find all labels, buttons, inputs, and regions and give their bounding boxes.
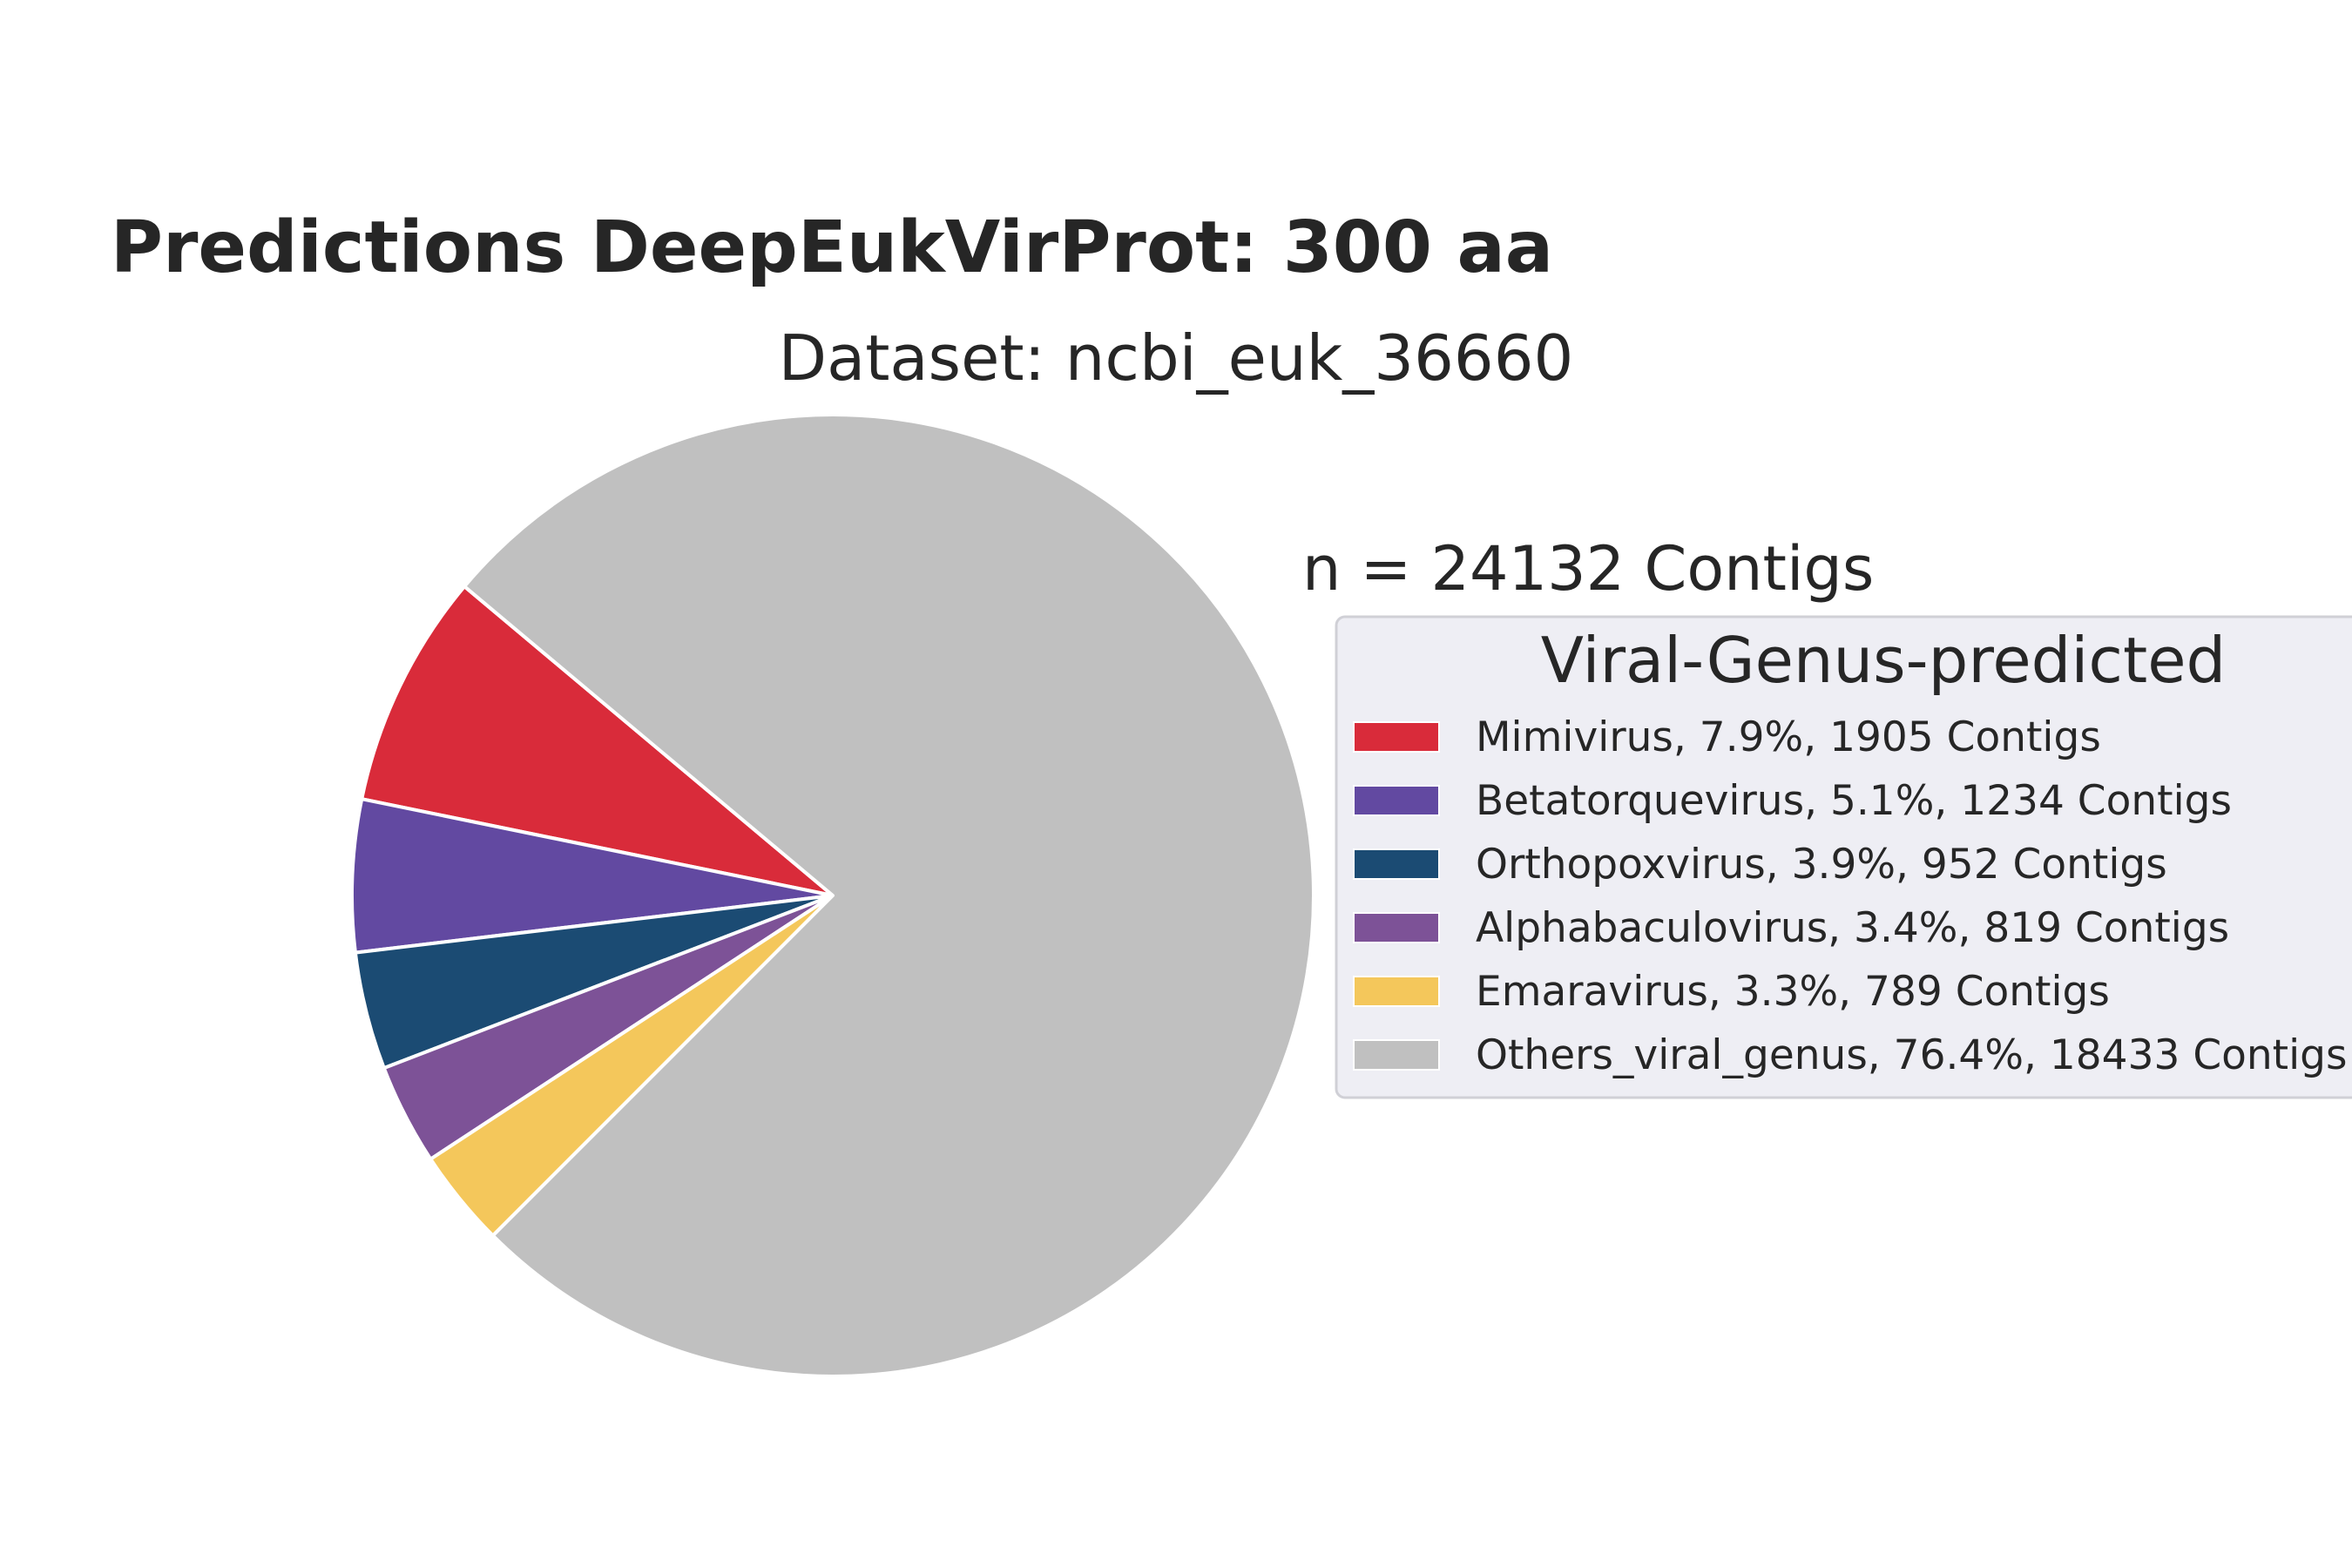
- legend-entries: Mimivirus, 7.9%, 1905 Contigs Betatorquev…: [1353, 713, 2348, 1079]
- legend-entry-mimivirus: Mimivirus, 7.9%, 1905 Contigs: [1353, 713, 2101, 761]
- legend-entry-alphabaculovirus: Alphabaculovirus, 3.4%, 819 Contigs: [1353, 904, 2229, 952]
- contig-count-annotation: n = 24132 Contigs: [1302, 533, 1874, 605]
- legend-label-emaravirus: Emaravirus, 3.3%, 789 Contigs: [1476, 968, 2110, 1016]
- legend-label-alphabaculovirus: Alphabaculovirus, 3.4%, 819 Contigs: [1476, 904, 2229, 952]
- pie-slice-others-viral-genus: [463, 413, 1315, 1378]
- pie-slices: [350, 413, 1315, 1378]
- legend: Viral-Genus-predicted Mimivirus, 7.9%, 1…: [1335, 615, 2352, 1099]
- legend-entry-others-viral-genus: Others_viral_genus, 76.4%, 18433 Contigs: [1353, 1031, 2348, 1079]
- chart-title: Predictions DeepEukVirProt: 300 aa: [111, 206, 1553, 289]
- legend-entry-emaravirus: Emaravirus, 3.3%, 789 Contigs: [1353, 968, 2110, 1016]
- legend-label-mimivirus: Mimivirus, 7.9%, 1905 Contigs: [1476, 713, 2101, 761]
- pie-slice-betatorquevirus: [350, 797, 835, 955]
- chart-subtitle: Dataset: ncbi_euk_36660: [779, 321, 1574, 395]
- legend-frame: [1335, 615, 2352, 1099]
- legend-swatch-alphabaculovirus: [1353, 912, 1440, 943]
- legend-swatch-mimivirus: [1353, 721, 1440, 753]
- legend-label-orthopoxvirus: Orthopoxvirus, 3.9%, 952 Contigs: [1476, 841, 2167, 889]
- legend-swatch-orthopoxvirus: [1353, 848, 1440, 880]
- legend-label-others-viral-genus: Others_viral_genus, 76.4%, 18433 Contigs: [1476, 1031, 2348, 1079]
- legend-entry-betatorquevirus: Betatorquevirus, 5.1%, 1234 Contigs: [1353, 777, 2232, 825]
- legend-swatch-betatorquevirus: [1353, 785, 1440, 816]
- pie-slice-mimivirus: [360, 585, 835, 897]
- legend-label-betatorquevirus: Betatorquevirus, 5.1%, 1234 Contigs: [1476, 777, 2232, 825]
- legend-entry-orthopoxvirus: Orthopoxvirus, 3.9%, 952 Contigs: [1353, 841, 2167, 889]
- legend-swatch-others-viral-genus: [1353, 1039, 1440, 1071]
- legend-swatch-emaravirus: [1353, 976, 1440, 1007]
- legend-title: Viral-Genus-predicted: [1541, 624, 2226, 697]
